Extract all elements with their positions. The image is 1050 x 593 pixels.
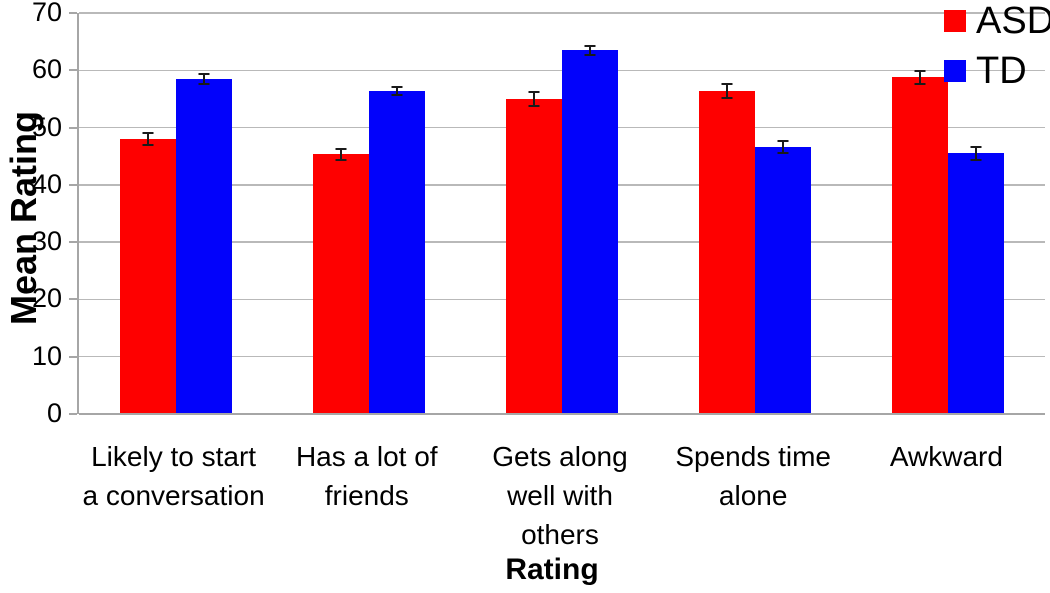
category-label-line: well with [507, 480, 613, 511]
y-tick-mark [69, 355, 77, 358]
bar-td-3 [755, 147, 812, 414]
error-bar-cap-bottom [584, 53, 596, 56]
bar-td-0 [175, 78, 232, 414]
td-color-swatch [944, 60, 966, 82]
bar-asd-2 [506, 98, 562, 414]
error-bar-stem [726, 83, 729, 100]
plot-area [69, 12, 1045, 415]
x-axis-line [79, 413, 1045, 415]
bar-asd-3 [699, 91, 756, 414]
legend-label-asd: ASD [976, 0, 1050, 42]
error-bar-stem [339, 147, 342, 162]
error-bar-stem [395, 85, 398, 97]
error-bar-cap-bottom [391, 94, 403, 97]
error-bar-cap-bottom [142, 144, 154, 147]
error-bar-asd-4 [914, 69, 926, 85]
category-label-2: Gets along well with others [463, 437, 656, 554]
error-bar-stem [975, 145, 978, 161]
y-tick-mark [69, 12, 77, 14]
error-bar-cap-bottom [777, 151, 789, 154]
error-bar-cap-bottom [198, 82, 210, 85]
y-tick-label: 0 [46, 398, 62, 428]
y-tick-mark [69, 298, 77, 301]
category-label-4: Awkward [850, 437, 1043, 476]
category-label-line: Spends time [675, 441, 831, 472]
error-bar-td-2 [584, 44, 596, 56]
error-bar-cap-top [528, 90, 540, 93]
error-bar-td-0 [198, 73, 210, 85]
error-bar-cap-top [584, 44, 596, 47]
legend-label-td: TD [976, 50, 1027, 92]
y-tick-label: 20 [31, 283, 62, 314]
error-bar-stem [146, 131, 149, 147]
bar-td-1 [368, 90, 425, 414]
category-label-line: Has a lot of [295, 441, 438, 472]
error-bar-cap-top [198, 73, 210, 76]
error-bar-cap-bottom [970, 158, 982, 161]
error-bar-cap-top [970, 145, 982, 148]
error-bar-td-4 [970, 145, 982, 161]
error-bar-cap-top [335, 147, 347, 150]
error-bar-stem [782, 140, 785, 154]
error-bar-stem [202, 73, 205, 85]
category-label-line: Likely to start [91, 441, 257, 472]
y-tick-label: 40 [31, 168, 62, 199]
y-tick-label: 50 [31, 111, 62, 142]
x-axis-title: Rating [505, 553, 599, 586]
error-bar-cap-top [914, 69, 926, 72]
category-label-0: Likely to start a conversation [77, 437, 270, 515]
bar-td-2 [562, 50, 618, 414]
bar-asd-0 [119, 139, 176, 414]
y-tick-mark [69, 413, 77, 415]
y-tick-label: 30 [31, 226, 62, 257]
error-bar-cap-bottom [721, 97, 733, 100]
legend-item-td: TD [944, 52, 1027, 90]
error-bar-stem [919, 69, 922, 85]
bar-td-4 [948, 153, 1005, 414]
error-bar-cap-bottom [528, 104, 540, 107]
error-bar-td-1 [391, 85, 403, 97]
error-bar-cap-top [777, 140, 789, 143]
category-label-line: a conversation [82, 480, 265, 511]
gridline-y70 [79, 12, 1045, 14]
error-bar-cap-bottom [914, 82, 926, 85]
error-bar-cap-top [721, 83, 733, 86]
error-bar-cap-top [391, 85, 403, 88]
error-bar-asd-1 [335, 147, 347, 162]
error-bar-cap-top [142, 131, 154, 134]
bar-asd-1 [312, 154, 369, 414]
y-tick-mark [69, 241, 77, 244]
error-bar-cap-bottom [335, 159, 347, 162]
legend-item-asd: ASD [944, 2, 1050, 40]
category-label-line: alone [718, 480, 788, 511]
category-label-line: others [521, 519, 599, 550]
category-label-line: friends [324, 480, 409, 511]
category-label-line: Awkward [889, 441, 1003, 472]
category-label-1: Has a lot of friends [270, 437, 463, 515]
asd-color-swatch [944, 10, 966, 32]
y-tick-mark [69, 183, 77, 186]
error-bar-stem [533, 90, 535, 107]
y-tick-mark [69, 126, 77, 129]
error-bar-stem [589, 44, 591, 56]
error-bar-asd-0 [142, 131, 154, 147]
error-bar-td-3 [777, 140, 789, 154]
error-bar-asd-2 [528, 90, 540, 107]
y-tick-mark [69, 69, 77, 72]
y-tick-label: 70 [31, 0, 62, 27]
category-label-3: Spends time alone [657, 437, 850, 515]
y-tick-label: 60 [31, 54, 62, 85]
error-bar-asd-3 [721, 83, 733, 100]
y-tick-label: 10 [31, 340, 62, 371]
category-label-line: Gets along [492, 441, 628, 472]
bar-asd-4 [892, 77, 949, 414]
